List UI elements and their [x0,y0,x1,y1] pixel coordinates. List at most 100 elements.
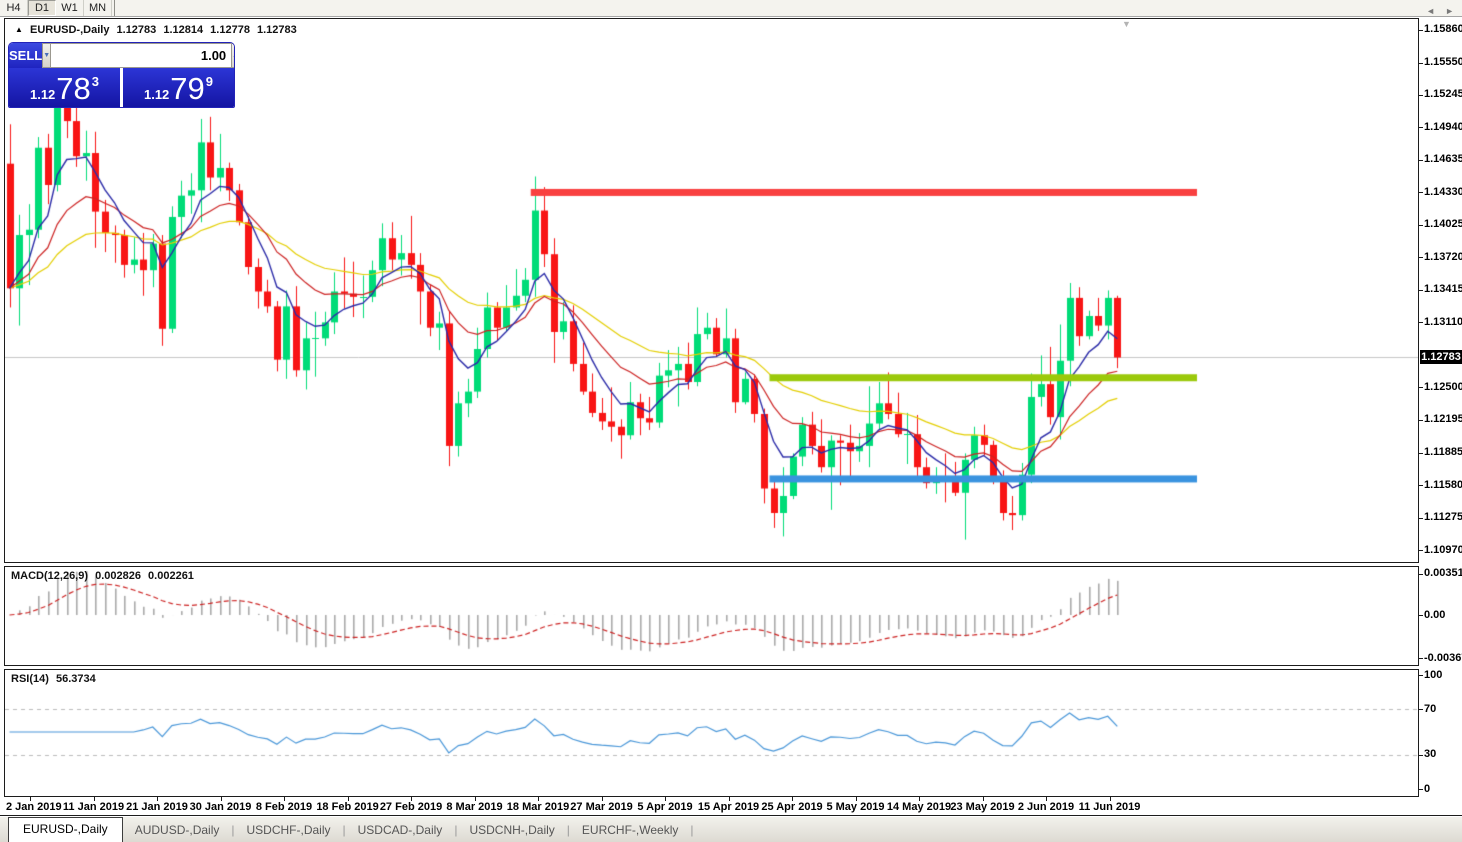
main-chart-panel: ▲ EURUSD-,Daily 1.12783 1.12814 1.12778 … [4,18,1419,563]
sell-price-prefix: 1.12 [29,87,56,102]
price-axis-tick [1419,127,1423,129]
date-axis-label: 8 Feb 2019 [255,801,313,813]
date-axis-label: 14 May 2019 [886,801,952,813]
price-axis-label: 1.14940 [1424,120,1462,133]
date-axis-tick [538,797,539,801]
price-axis-label: 1.14330 [1424,185,1462,198]
price-axis-tick [1419,224,1423,226]
rsi-axis-label: 30 [1424,748,1437,761]
price-axis-tick [1419,159,1423,161]
date-axis-tick [1109,797,1111,801]
date-axis-label: 5 May 2019 [826,801,885,813]
ohlc-low: 1.12778 [210,24,250,36]
sell-price-box[interactable]: 1.12 78 3 [9,68,120,107]
main-chart-canvas[interactable] [5,19,1418,562]
tab-audusd-daily[interactable]: AUDUSD-,Daily [134,823,220,837]
price-axis-tick [1419,322,1423,324]
date-axis-tick [792,797,793,801]
rsi-axis-tick [1419,754,1423,756]
date-axis-tick [347,797,349,801]
rsi-label: RSI(14) 56.3734 [11,673,100,685]
macd-axis-tick [1419,615,1423,616]
rsi-value: 56.3734 [55,673,96,685]
one-click-trade-widget: SELL ▼ ▲ BUY 1.12 78 3 1.12 79 9 [8,42,235,108]
macd-canvas[interactable] [5,567,1418,665]
tab-scroll-controls: ◄ ► [1426,6,1454,16]
timeframe-button-mn[interactable]: MN [84,0,112,16]
timeframe-button-d1[interactable]: D1 [28,0,56,16]
price-axis-tick [1419,452,1423,454]
date-axis-tick [855,797,857,801]
volume-input[interactable] [51,43,232,68]
tab-eurusd-daily[interactable]: EURUSD-,Daily [8,817,123,842]
price-axis-label: 1.11275 [1424,511,1462,524]
date-axis-label: 25 Apr 2019 [761,801,823,813]
buy-price-box[interactable]: 1.12 79 9 [123,68,234,107]
date-axis-tick [601,797,603,801]
timeframe-button-h4[interactable]: H4 [0,0,28,16]
date-axis-tick [411,797,412,801]
volume-decrease-button[interactable]: ▼ [42,43,52,68]
price-axis-label: 1.13110 [1424,315,1462,328]
date-axis-label: 18 Feb 2019 [316,801,379,813]
date-axis-tick [220,797,222,801]
ohlc-close: 1.12783 [257,24,297,36]
tab-scroll-left-icon[interactable]: ◄ [1426,6,1436,16]
price-axis-label: 1.15860 [1424,23,1462,35]
tab-usdchf-daily[interactable]: USDCHF-,Daily [246,823,331,837]
tab-separator: | [454,823,458,837]
date-axis-label: 21 Jan 2019 [126,801,188,813]
volume-increase-button[interactable]: ▲ [231,43,234,68]
date-axis-label: 30 Jan 2019 [189,801,252,813]
current-price-badge: 1.12783 [1420,350,1462,365]
tab-separator: | [231,823,235,837]
tab-separator: | [342,823,346,837]
price-axis-tick [1419,419,1423,421]
price-axis-label: 1.12195 [1424,413,1462,426]
tab-eurchf-weekly[interactable]: EURCHF-,Weekly [581,823,679,837]
rsi-name: RSI(14) [11,673,49,685]
rsi-canvas[interactable] [5,670,1418,796]
price-axis[interactable]: 1.15860 1.15550 1.15245 1.14940 1.14635 1.143… [1419,18,1462,815]
date-axis-tick [728,797,730,801]
price-axis-tick [1419,257,1423,259]
date-axis-label: 18 Mar 2019 [506,801,570,813]
rsi-panel: RSI(14) 56.3734 [4,669,1419,797]
rsi-axis-tick [1419,675,1423,676]
date-axis-tick [1046,797,1047,801]
macd-signal-value: 0.002261 [148,570,194,582]
price-axis-label: 1.15245 [1424,88,1462,101]
rsi-axis-label: 70 [1424,702,1437,715]
sell-price-big: 78 [56,71,91,106]
toolbar-separator [114,0,115,16]
chart-tab-bar: EURUSD-,Daily AUDUSD-,Daily | USDCHF-,Daily… [0,816,1462,842]
price-axis-label: 1.11580 [1424,478,1462,491]
macd-axis-tick [1419,573,1423,575]
tab-usdcnh-daily[interactable]: USDCNH-,Daily [469,823,555,837]
date-axis-label: 2 Jun 2019 [1017,801,1075,813]
sell-price-sup: 3 [91,74,100,89]
price-axis-tick [1419,387,1423,389]
macd-label: MACD(12,26,9) 0.002826 0.002261 [11,570,198,582]
price-axis-tick [1419,289,1423,291]
date-axis-tick [157,797,158,801]
date-axis-label: 11 Jan 2019 [62,801,125,813]
timeframe-button-w1[interactable]: W1 [56,0,84,16]
date-axis-tick [474,797,476,801]
price-axis-label: 1.14025 [1424,218,1462,231]
tab-separator: | [566,823,570,837]
macd-axis-tick [1419,658,1423,659]
sell-button[interactable]: SELL [9,43,43,68]
scroll-to-end-marker-icon[interactable]: ▼ [1122,19,1131,29]
tab-separator: | [690,823,694,837]
buy-price-prefix: 1.12 [143,87,170,102]
price-axis-tick [1419,29,1423,31]
tab-scroll-right-icon[interactable]: ► [1445,6,1454,16]
date-axis[interactable]: 2 Jan 2019 11 Jan 2019 21 Jan 2019 30 Jan 2… [4,797,1420,815]
price-axis-label: 1.10970 [1424,543,1462,556]
buy-price-big: 79 [170,71,205,106]
tab-usdcad-daily[interactable]: USDCAD-,Daily [357,823,443,837]
macd-panel: MACD(12,26,9) 0.002826 0.002261 [4,566,1419,666]
date-axis-label: 8 Mar 2019 [446,801,503,813]
